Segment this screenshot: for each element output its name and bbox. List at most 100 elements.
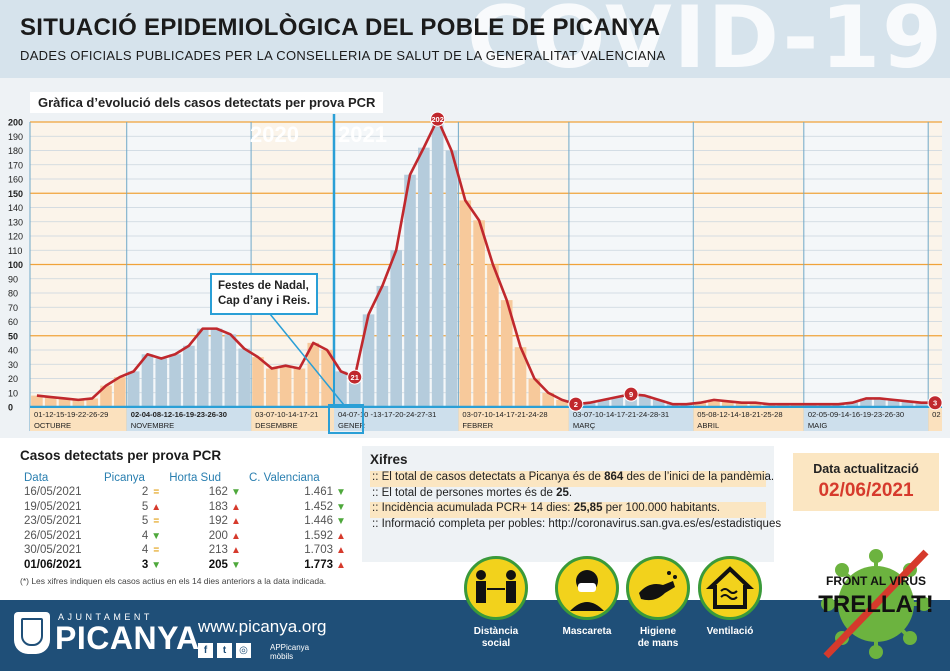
xifres-text: des de l’inici de la pandèmia. [623,471,775,483]
y-tick-label: 60 [8,317,18,327]
cell-picanya: 5 = [100,514,165,529]
cell-value: 3 [141,558,149,571]
highlight-box [328,404,364,434]
data-bar [611,397,624,407]
series-line [36,117,936,406]
cell-picanya: 5 ▲ [100,500,165,515]
header: COVID-19 SITUACIÓ EPIDEMIOLÒGICA DEL POB… [0,0,950,78]
arrow-down-icon: ▼ [336,487,346,499]
data-bar [597,399,610,407]
twitter-icon[interactable]: t [217,643,232,658]
table-body: 16/05/2021 2 = 162 ▼ 1.461 ▼ 19/05/2021 5 ▲ 183 ▲ 1.… [20,485,350,572]
data-bar [542,392,554,407]
cell-cv: 1.703 ▲ [245,543,350,558]
data-bar [680,404,693,407]
data-bar [666,404,679,407]
cases-table: Data Picanya Horta Sud C. Valenciana 16/… [20,471,350,572]
data-bar [155,358,168,407]
month-strip [251,408,334,431]
data-bar [252,357,264,407]
x-tick-dates: 02-05-09-14-16-19-23-26-30 [808,410,904,419]
month-label: NOVEMBRE [131,421,174,430]
x-tick-dates: 02 [932,410,940,419]
data-bar [224,334,237,407]
year-label-2021: 2021 [338,122,387,147]
cell-cv: 1.452 ▼ [245,500,350,515]
data-bar [694,402,706,407]
cell-value: 26/05/2021 [24,529,82,542]
y-tick-label: 150 [8,189,23,199]
data-bar [652,399,665,407]
data-bar [127,371,140,407]
xifres-text: :: El total de persones mortes és de [372,486,557,499]
town-crest-icon [14,612,50,654]
website-link[interactable]: www.picanya.org [198,617,327,636]
cell-date: 16/05/2021 [20,485,100,500]
cell-value: 4 [141,544,149,557]
data-bar [473,220,485,407]
arrow-down-icon: ▼ [151,559,162,571]
header-cv: C. Valenciana [248,472,320,484]
data-bar [266,368,278,407]
cell-value: 2 [141,486,149,499]
cell-value: 205 [208,558,228,571]
data-bar [114,377,126,407]
data-bar [31,395,43,407]
y-tick-label: 40 [8,346,18,356]
data-label: 2 [574,400,578,409]
data-label: 21 [351,373,359,382]
hand-wash-icon [626,556,690,620]
x-tick-dates: 03-07-10-14-17-21 [255,410,318,419]
cell-horta: 205 ▼ [165,558,245,573]
data-bar [487,264,499,407]
header-date: Data [24,472,49,484]
town-name: PICANYA [55,620,200,656]
month-label: GENER [338,421,366,430]
month-strip [568,408,694,431]
cases-table-section: Casos detectats per prova PCR Data Pican… [20,448,350,586]
cell-date: 01/06/2021 [20,558,100,573]
arrow-down-icon: ▼ [151,530,162,542]
y-tick-label: 30 [8,360,18,370]
data-bar [708,399,720,407]
virus-icon [821,549,931,659]
data-bar [901,401,914,407]
data-bar [321,350,333,407]
header-horta: Horta Sud [169,472,222,484]
cell-value: 1.773 [304,558,333,571]
covid-watermark: COVID-19 [467,0,944,78]
table-row: 26/05/2021 4 ▼ 200 ▲ 1.592 ▲ [20,529,350,544]
value-marker [568,396,584,412]
equal-icon: = [153,545,160,557]
xifres-info-link[interactable]: :: Informació completa per pobles: http:… [372,517,782,530]
data-label: 9 [629,390,633,399]
x-tick-dates: 03-07-10-14-17-21-24-28 [462,410,547,419]
data-bar [445,150,458,407]
cell-picanya: 2 = [100,485,165,500]
page-subtitle: DADES OFICIALS PUBLICADES PER LA CONSELL… [20,48,666,63]
arrow-up-icon: ▲ [231,501,241,513]
social-distance-icon [464,556,528,620]
y-tick-label: 100 [8,260,23,270]
table-row: 16/05/2021 2 = 162 ▼ 1.461 ▼ [20,485,350,500]
data-bar [722,401,734,407]
trellat-label: TRELLAT! [818,591,934,618]
y-tick-label: 200 [8,118,23,128]
equal-icon: = [153,487,160,499]
arrow-up-icon: ▲ [231,530,241,542]
month-strip [458,408,569,431]
data-label: 202 [431,115,444,124]
table-row: 30/05/2021 4 = 213 ▲ 1.703 ▲ [20,543,350,558]
measure-hand-hygiene: Higiene de mans [626,556,690,650]
cell-picanya: 4 ▼ [100,529,165,544]
arrow-up-icon: ▲ [336,530,346,542]
app-label[interactable]: APPicanya mòbils [270,643,309,661]
table-header-row: Data Picanya Horta Sud C. Valenciana [20,471,350,485]
data-bar [791,404,803,407]
facebook-icon[interactable]: f [198,643,213,658]
instagram-icon[interactable]: ◎ [236,643,251,658]
value-marker [430,111,446,127]
table-title: Casos detectats per prova PCR [20,448,222,463]
data-bar [307,342,320,407]
data-bar [639,395,651,407]
